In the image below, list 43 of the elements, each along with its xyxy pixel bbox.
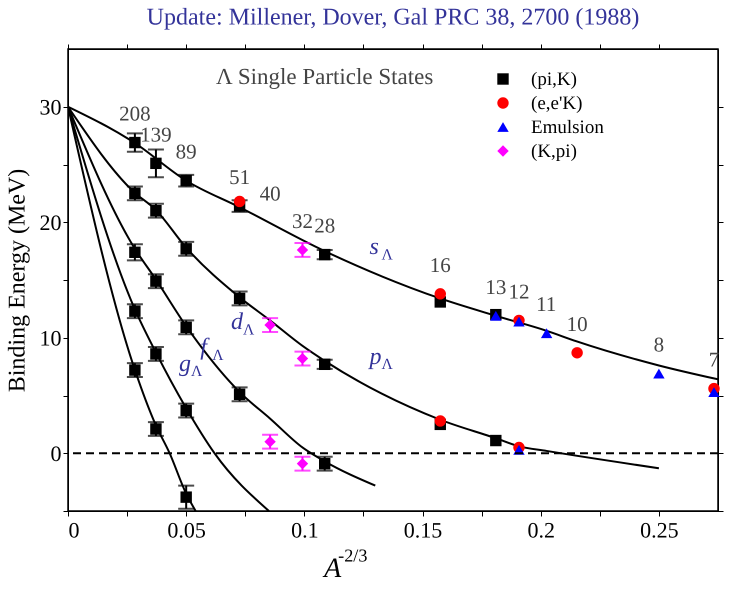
point — [318, 248, 330, 260]
point — [318, 358, 330, 370]
point — [129, 246, 141, 258]
legend-label: (pi,K) — [531, 69, 577, 90]
annotation: 12 — [508, 279, 530, 304]
annotation: 10 — [566, 312, 588, 336]
point — [180, 491, 192, 503]
annotation: 40 — [260, 181, 281, 206]
x-tick-label: 0.25 — [640, 518, 679, 542]
y-tick-label: 20 — [40, 210, 62, 235]
x-tick-label: 0 — [68, 518, 80, 542]
legend-label: (e,e'K) — [531, 93, 582, 114]
point — [434, 288, 446, 300]
annotation: 13 — [485, 274, 506, 299]
point — [150, 158, 162, 170]
y-tick-label: 10 — [40, 325, 62, 350]
annotation: 28 — [314, 214, 336, 238]
point — [490, 434, 502, 446]
annotation: 8 — [654, 332, 664, 357]
x-tick-label: 0.1 — [291, 518, 319, 542]
point — [434, 415, 446, 427]
x-tick-label: 0.2 — [527, 518, 555, 542]
chart-title: Update: Millener, Dover, Gal PRC 38, 2700 (1988) — [146, 4, 640, 30]
x-tick-label: 0.15 — [404, 518, 442, 542]
legend-label: Emulsion — [531, 117, 604, 138]
annotation: 51 — [229, 165, 250, 190]
annotation: 16 — [430, 252, 451, 277]
legend-label: (K,pi) — [531, 141, 577, 162]
annotation: 11 — [536, 292, 556, 316]
point — [708, 387, 720, 397]
point — [234, 196, 246, 208]
annotation: Λ Single Particle States — [216, 64, 434, 89]
x-tick-label: 0.05 — [167, 518, 206, 542]
annotation: 32 — [292, 208, 313, 233]
y-tick-label: 0 — [50, 440, 62, 466]
y-axis-title: Binding Energy (MeV) — [4, 168, 30, 392]
point — [571, 347, 583, 358]
annotation: 89 — [176, 140, 197, 164]
point — [180, 174, 192, 186]
point — [129, 136, 141, 148]
y-tick-label: 30 — [40, 94, 62, 120]
point — [540, 328, 552, 338]
point — [653, 368, 665, 378]
